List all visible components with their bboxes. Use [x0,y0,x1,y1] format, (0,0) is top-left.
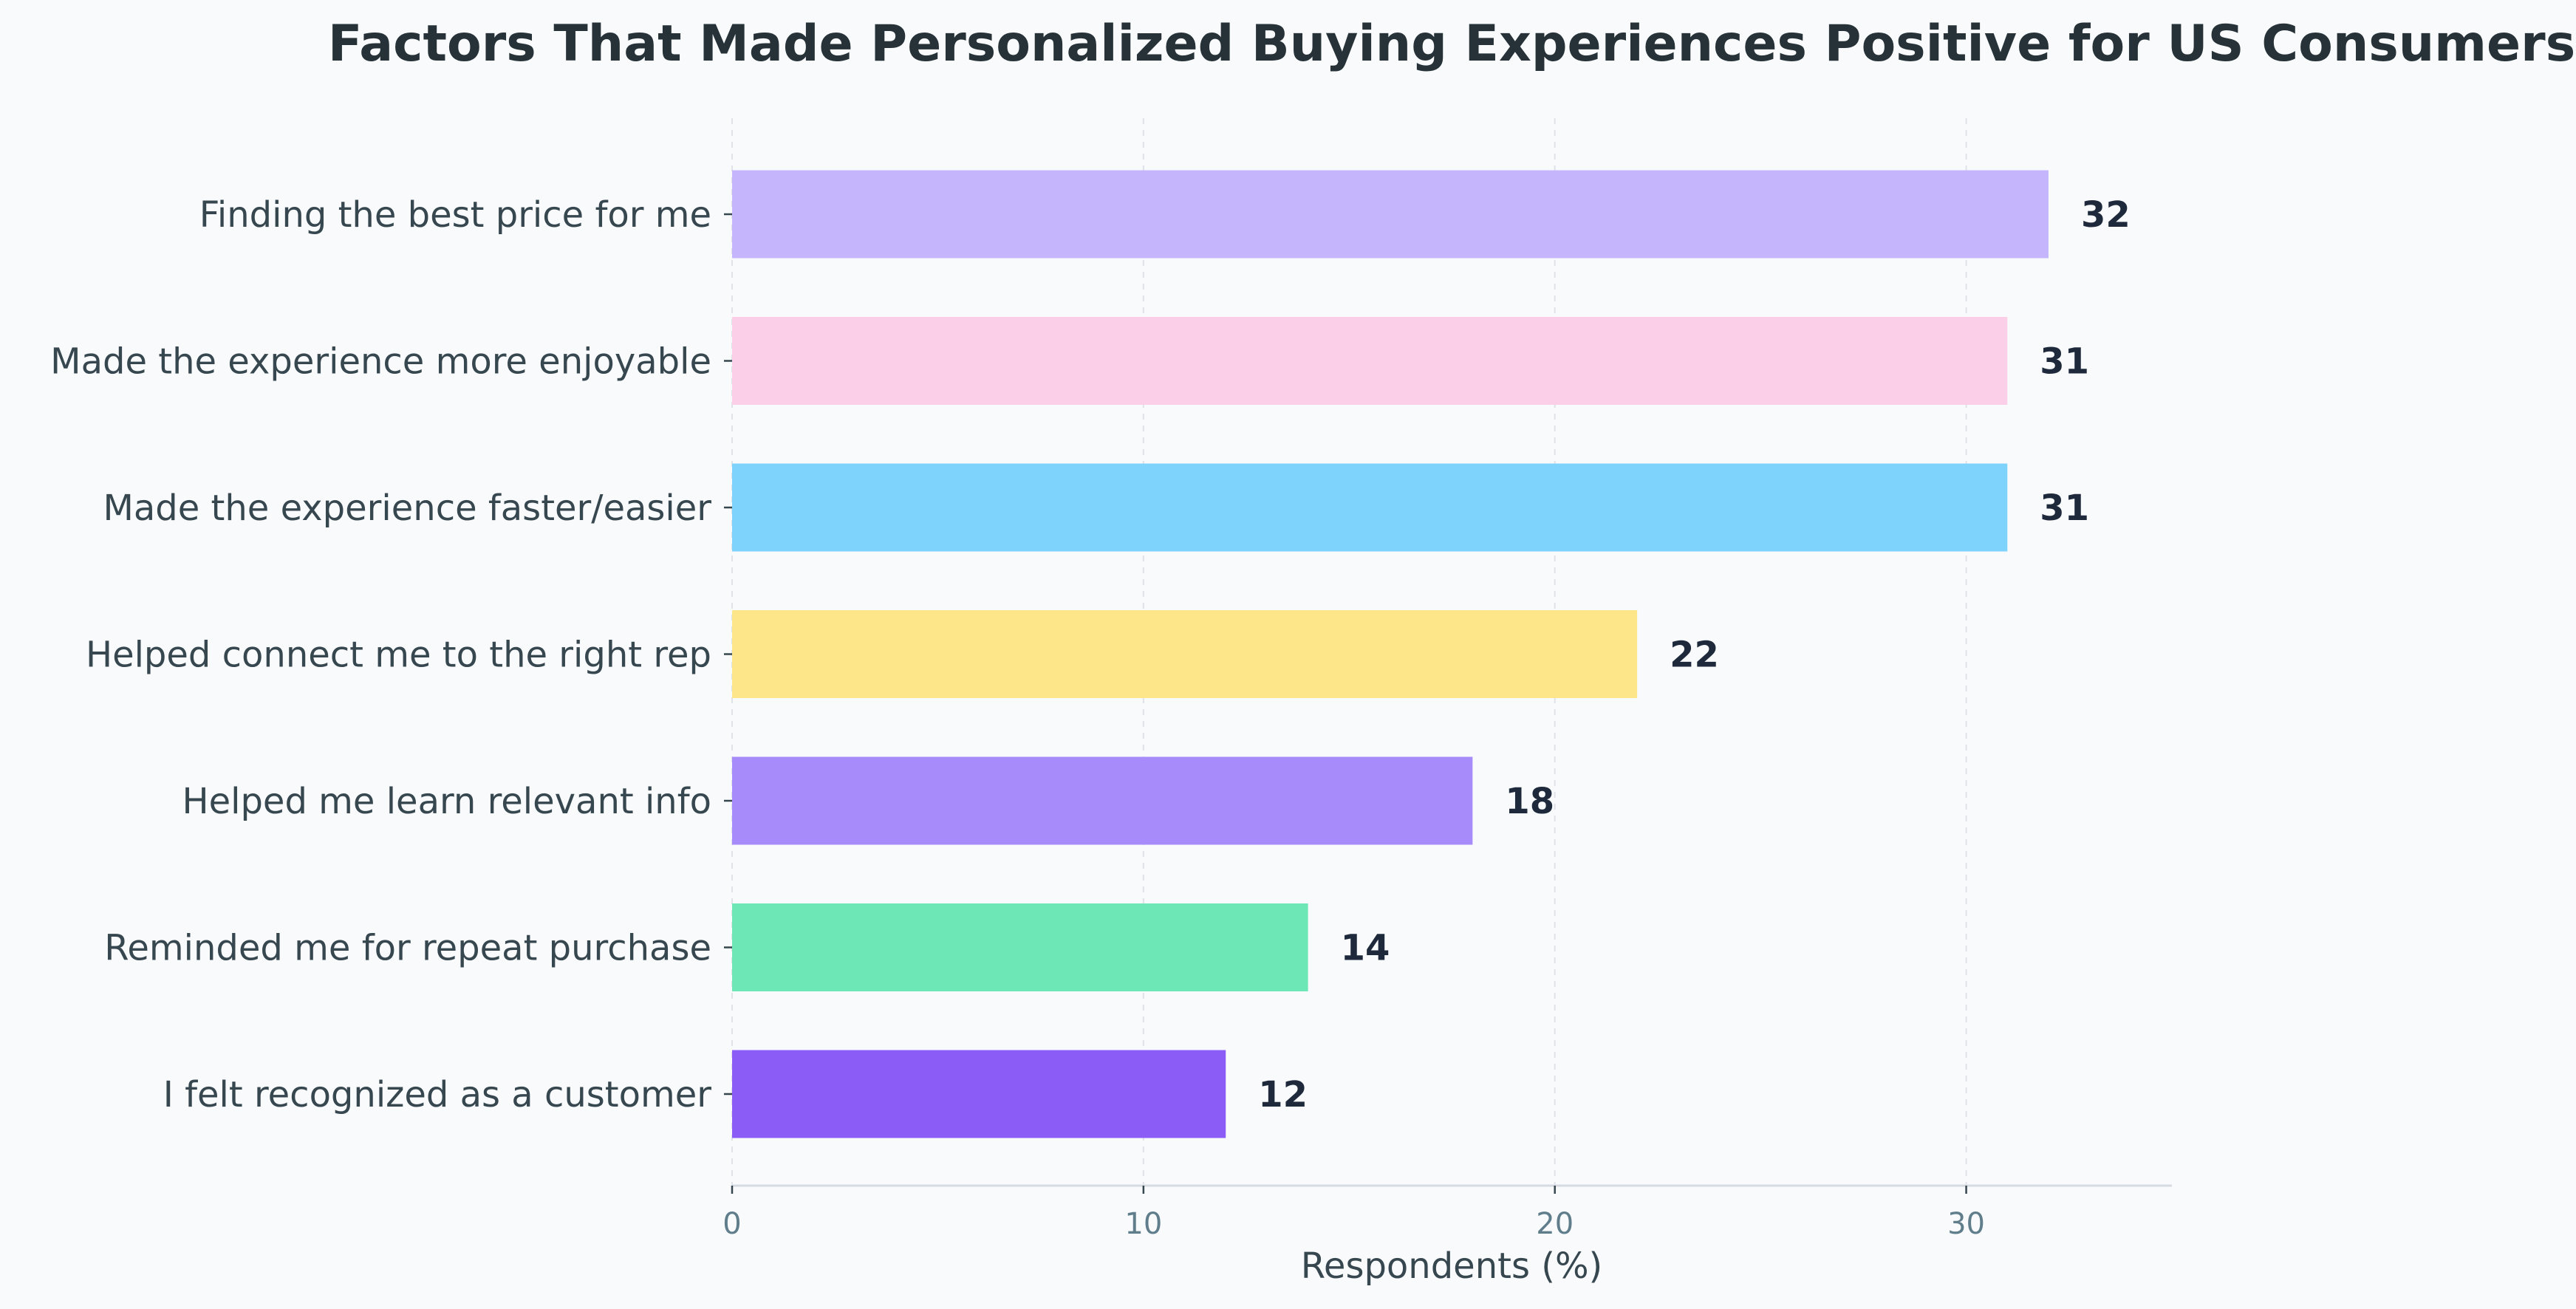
bar-value-label: 18 [1505,781,1554,822]
chart-title: Factors That Made Personalized Buying Ex… [328,15,2575,73]
bar-value-label: 31 [2040,341,2089,383]
bar-value-label: 12 [1258,1074,1308,1115]
bar-1 [732,317,2008,405]
bar-value-label: 32 [2081,194,2131,236]
category-label: Helped connect me to the right rep [86,635,711,676]
category-labels: Finding the best price for me Made the ex… [50,194,732,1115]
x-axis: 0 10 20 30 [722,1184,2172,1241]
bars: 32 31 31 22 18 14 12 [732,170,2131,1138]
x-tick-label: 20 [1536,1207,1574,1241]
x-tick-label: 10 [1124,1207,1162,1241]
category-label: Reminded me for repeat purchase [104,928,711,969]
bar-3 [732,610,1638,698]
bar-value-label: 31 [2040,488,2089,529]
x-tick-label: 0 [722,1207,741,1241]
bar-4 [732,756,1473,845]
category-label: Finding the best price for me [199,194,711,236]
category-label: Made the experience faster/easier [103,488,711,529]
bar-value-label: 22 [1670,635,1719,676]
bar-5 [732,903,1308,991]
bar-0 [732,170,2049,259]
category-label: I felt recognized as a customer [163,1074,712,1115]
x-tick-label: 30 [1947,1207,1985,1241]
bar-6 [732,1050,1226,1138]
bar-value-label: 14 [1341,928,1390,969]
category-label: Helped me learn relevant info [182,781,711,822]
category-label: Made the experience more enjoyable [50,341,711,383]
bar-2 [732,463,2008,552]
x-axis-title: Respondents (%) [1301,1245,1603,1287]
